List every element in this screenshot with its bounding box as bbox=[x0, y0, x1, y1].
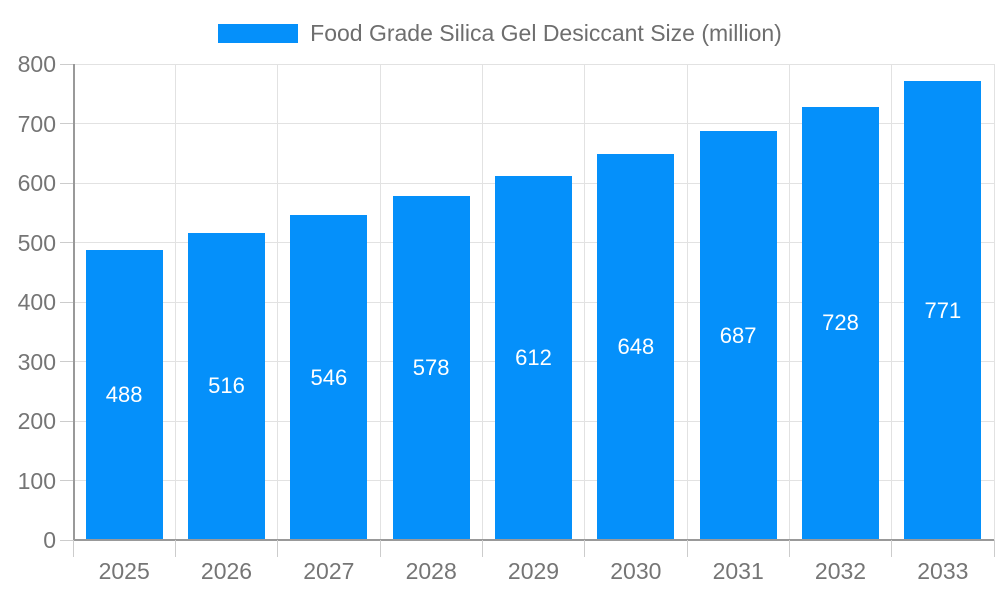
y-axis-line bbox=[73, 64, 75, 540]
bar-2027[interactable]: 546 bbox=[290, 215, 368, 540]
y-axis-tick-label: 400 bbox=[17, 289, 56, 315]
x-axis-tick-label: 2025 bbox=[98, 558, 150, 584]
bar-2031[interactable]: 687 bbox=[699, 131, 777, 540]
y-axis-tick-label: 700 bbox=[17, 110, 56, 137]
bar-value-label: 728 bbox=[822, 310, 859, 336]
x-axis-tick bbox=[481, 540, 483, 557]
y-axis-tick bbox=[60, 361, 73, 362]
y-axis-tick bbox=[60, 539, 73, 541]
legend-swatch-icon[interactable] bbox=[218, 23, 299, 43]
x-axis-tick-label: 2032 bbox=[814, 558, 867, 584]
gridline-vertical bbox=[481, 64, 483, 540]
gridline-vertical bbox=[379, 64, 381, 540]
gridline-vertical bbox=[174, 64, 176, 540]
y-axis-tick-label: 800 bbox=[17, 51, 56, 77]
y-axis-tick-label: 200 bbox=[17, 408, 56, 434]
x-axis-tick bbox=[379, 540, 381, 557]
gridline-vertical bbox=[993, 64, 995, 540]
x-axis-tick bbox=[993, 540, 995, 557]
y-axis-tick-label: 600 bbox=[17, 170, 56, 196]
plot-area: 488 516 546 578 612 648 687 728 771 bbox=[72, 63, 995, 541]
bar-2025[interactable]: 488 bbox=[85, 249, 163, 540]
y-axis-tick bbox=[60, 301, 73, 303]
y-axis-tick bbox=[60, 63, 73, 65]
gridline-horizontal bbox=[73, 63, 994, 65]
gridline-horizontal bbox=[73, 123, 994, 124]
bar-2033[interactable]: 771 bbox=[904, 81, 982, 540]
bar-value-label: 648 bbox=[617, 334, 655, 360]
x-axis-tick bbox=[72, 540, 74, 557]
bar-value-label: 612 bbox=[515, 344, 552, 370]
y-axis-tick bbox=[60, 420, 73, 422]
x-axis-tick bbox=[174, 540, 176, 557]
y-axis-tick bbox=[60, 242, 73, 243]
bar-value-label: 578 bbox=[412, 355, 450, 381]
legend-label[interactable]: Food Grade Silica Gel Desiccant Size (mi… bbox=[310, 19, 782, 46]
bar-value-label: 546 bbox=[310, 364, 348, 390]
x-axis-tick-label: 2027 bbox=[303, 558, 355, 584]
gridline-vertical bbox=[277, 64, 279, 540]
bar-value-label: 687 bbox=[719, 322, 757, 348]
bar-value-label: 771 bbox=[924, 297, 962, 323]
x-axis-tick bbox=[584, 540, 586, 557]
y-axis-tick-label: 0 bbox=[43, 527, 56, 553]
bar-2030[interactable]: 648 bbox=[597, 154, 675, 540]
gridline-vertical bbox=[788, 64, 790, 540]
y-axis-tick bbox=[60, 182, 73, 184]
x-axis-tick-label: 2030 bbox=[610, 558, 662, 584]
y-axis-tick bbox=[60, 123, 73, 124]
bar-2028[interactable]: 578 bbox=[392, 196, 470, 540]
y-axis-tick bbox=[60, 480, 73, 481]
x-axis-line bbox=[73, 539, 994, 541]
y-axis-tick-label: 500 bbox=[17, 229, 56, 256]
gridline-vertical bbox=[686, 64, 688, 540]
x-axis-tick-label: 2029 bbox=[507, 558, 560, 584]
gridline-vertical bbox=[584, 64, 586, 540]
bar-2026[interactable]: 516 bbox=[188, 232, 265, 540]
x-axis-tick bbox=[788, 540, 790, 557]
legend-item[interactable]: Food Grade Silica Gel Desiccant Size (mi… bbox=[0, 16, 1000, 50]
y-axis-tick-label: 300 bbox=[17, 348, 56, 375]
gridline-vertical bbox=[891, 64, 893, 540]
bar-2032[interactable]: 728 bbox=[802, 106, 879, 540]
x-axis-tick-label: 2031 bbox=[712, 558, 764, 584]
x-axis-tick bbox=[277, 540, 279, 557]
y-axis-tick-label: 100 bbox=[17, 467, 56, 494]
x-axis-tick bbox=[891, 540, 893, 557]
bar-value-label: 516 bbox=[208, 373, 245, 399]
x-axis-tick bbox=[686, 540, 688, 557]
x-axis-tick-label: 2026 bbox=[200, 558, 253, 584]
bar-value-label: 488 bbox=[105, 381, 143, 407]
x-axis-tick-label: 2033 bbox=[917, 558, 969, 584]
bar-2029[interactable]: 612 bbox=[495, 175, 572, 540]
x-axis-tick-label: 2028 bbox=[405, 558, 457, 584]
